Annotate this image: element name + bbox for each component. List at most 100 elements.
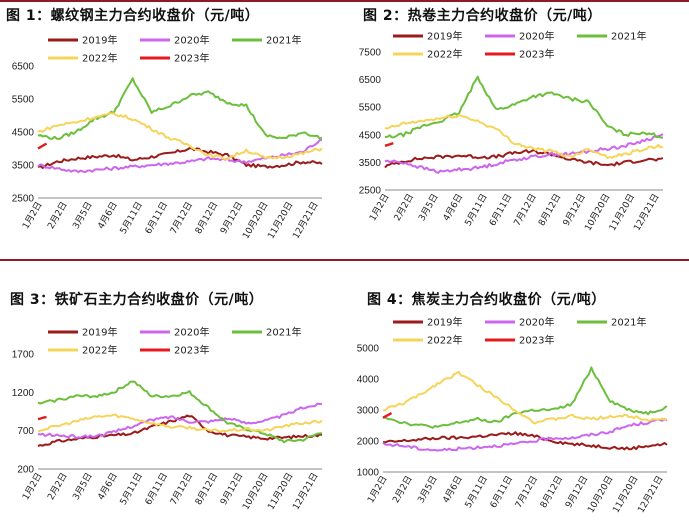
y-tick-label: 3500 [359,158,382,169]
x-tick-label: 4月6日 [96,471,120,502]
legend-label: 2019年 [427,316,462,329]
series-line [37,147,323,169]
chart-panel-fig3: 图 3：铁矿石主力合约收盘价（元/吨） 200 700 1200 1700 1月2日 2月… [0,262,344,527]
x-tick-label: 1月2日 [365,474,389,505]
legend-label: 2021年 [266,34,301,47]
x-tick-label: 3月5日 [71,471,95,502]
y-tick-label: 5500 [12,95,35,106]
x-tick-label: 4月6日 [441,474,465,505]
series-line [382,431,668,451]
x-tick-label: 2月2日 [392,192,416,223]
y-tick-label: 6500 [359,75,382,86]
x-tick-label: 7月12日 [168,200,195,236]
y-tick-label: 2500 [359,186,382,197]
series-line [384,113,664,159]
x-tick-label: 3月5日 [71,200,95,231]
series-line [37,413,323,433]
y-tick-label: 1700 [12,350,35,361]
x-tick-label: 8月12日 [193,200,220,236]
x-tick-label: 2月2日 [45,471,69,502]
x-tick-label: 7月12日 [168,471,195,507]
legend-label: 2019年 [427,30,462,43]
series-line [384,133,664,174]
x-tick-label: 7月12日 [512,192,539,228]
chart-title: 图 3：铁矿石主力合约收盘价（元/吨） [10,292,264,308]
chart-panel-fig2: 图 2：热卷主力合约收盘价（元/吨） 2500 3500 4500 5500 6500 7… [345,0,689,258]
y-tick-label: 3500 [12,161,35,172]
legend-label: 2021年 [611,30,646,43]
x-tick-label: 3月5日 [416,192,440,223]
middle-rule [0,259,689,261]
legend-label: 2022年 [427,334,462,347]
x-tick-label: 9月12日 [218,471,245,507]
y-tick-label: 1000 [357,468,380,479]
chart-title: 图 4：焦炭主力合约收盘价（元/吨） [367,292,606,308]
x-tick-label: 5月11日 [463,474,490,510]
chart-fig4: 1000 2000 3000 4000 5000 1月2日 2月2日 3月5日 4月6日5月11… [357,316,668,515]
x-tick-label: 1月2日 [20,200,44,231]
series-line [37,142,48,150]
y-tick-label: 7500 [359,48,382,59]
series-line [37,77,323,140]
series-line [37,380,323,444]
series-line [37,415,47,421]
x-tick-label: 8月12日 [538,474,565,510]
y-tick-label: 2000 [357,437,380,448]
chart-fig2: 2500 3500 4500 5500 6500 7500 1月2日 2月2日 3月5日 4月6日… [359,30,664,233]
chart-title: 图 1：螺纹钢主力合约收盘价（元/吨） [6,8,260,24]
chart-title: 图 2：热卷主力合约收盘价（元/吨） [363,8,602,24]
legend-label: 2021年 [266,326,301,339]
y-tick-label: 2500 [12,194,35,205]
y-tick-label: 4500 [359,130,382,141]
x-tick-label: 1月2日 [20,471,44,502]
x-tick-label: 2月2日 [390,474,414,505]
legend-label: 2020年 [174,326,209,339]
series-line [382,412,393,419]
x-tick-label: 3月5日 [416,474,440,505]
x-tick-label: 5月11日 [118,200,145,236]
series-line [37,112,323,161]
legend-label: 2019年 [82,34,117,47]
legend-label: 2019年 [82,326,117,339]
chart-fig3: 200 700 1200 1700 1月2日 2月2日 3月5日 4月6日5月11日6月11日… [12,326,323,512]
legend-label: 2022年 [427,48,462,61]
y-tick-label: 6500 [12,62,35,73]
y-tick-label: 3000 [357,406,380,417]
x-tick-label: 5月11日 [118,471,145,507]
x-tick-label: 6月11日 [487,192,514,228]
top-rule [0,0,689,2]
series-line [384,141,394,147]
series-line [384,75,664,139]
series-line [37,402,323,440]
chart-fig1: 2500 3500 4500 5500 6500 1月2日 2月2日 3月5日 4月6日5月11… [12,34,323,241]
series-line [382,366,668,429]
x-tick-label: 7月12日 [513,474,540,510]
x-tick-label: 4月6日 [96,200,120,231]
y-tick-label: 5000 [357,344,380,355]
legend-label: 2022年 [82,344,117,357]
legend-label: 2021年 [611,316,646,329]
legend-label: 2022年 [82,52,117,65]
y-tick-label: 4000 [357,375,380,386]
chart-panel-fig1: 图 1：螺纹钢主力合约收盘价（元/吨） 2500 3500 4500 5500 6500… [0,0,344,258]
legend-label: 2020年 [174,34,209,47]
x-tick-label: 9月12日 [563,474,590,510]
legend-label: 2020年 [519,316,554,329]
series-line [382,370,668,425]
legend-label: 2023年 [174,52,209,65]
series-line [382,418,668,452]
chart-panel-fig4: 图 4：焦炭主力合约收盘价（元/吨） 1000 2000 3000 4000 5000 1… [345,262,689,527]
x-tick-label: 2月2日 [45,200,69,231]
x-tick-label: 9月12日 [218,200,245,236]
legend-label: 2020年 [519,30,554,43]
x-tick-label: 4月6日 [441,192,465,223]
x-tick-label: 8月12日 [536,192,563,228]
y-tick-label: 200 [17,465,34,476]
x-tick-label: 1月2日 [367,192,391,223]
series-line [384,149,664,169]
x-tick-label: 5月11日 [463,192,490,228]
legend-label: 2023年 [174,344,209,357]
x-tick-label: 6月11日 [143,471,170,507]
y-tick-label: 1200 [12,388,35,399]
x-tick-label: 9月12日 [561,192,588,228]
